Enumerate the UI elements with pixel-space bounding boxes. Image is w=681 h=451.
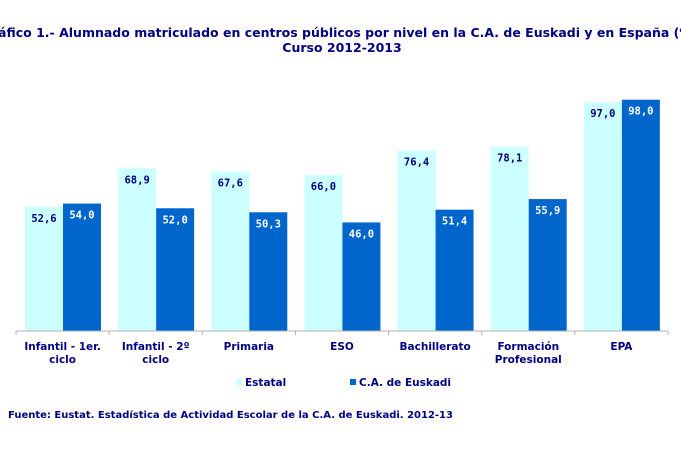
bar (490, 146, 529, 331)
bar (63, 203, 101, 331)
data-label: 98,0 (628, 106, 653, 118)
category-label: ciclo (142, 354, 169, 366)
chart-subtitle: Curso 2012-2013 (282, 40, 401, 55)
data-label: 51,4 (442, 216, 467, 228)
category-label: ESO (330, 341, 354, 353)
legend-swatch (350, 379, 356, 385)
bar (304, 175, 343, 331)
bar (342, 222, 381, 331)
data-label: 68,9 (124, 174, 149, 186)
category-label: Profesional (495, 354, 562, 366)
data-label: 66,0 (311, 181, 336, 193)
data-label: 54,0 (69, 210, 94, 222)
data-label: 78,1 (497, 153, 522, 165)
category-label: Infantil - 2º (122, 341, 190, 353)
legend-label: C.A. de Euskadi (359, 377, 451, 389)
category-label: Infantil - 1er. (24, 341, 101, 353)
data-label: 55,9 (535, 205, 560, 217)
category-label: EPA (610, 341, 633, 353)
bar (583, 102, 622, 331)
data-label: 67,6 (218, 177, 243, 189)
bar (25, 206, 63, 331)
bar (211, 171, 250, 331)
data-label: 52,0 (162, 214, 187, 226)
data-label: 97,0 (590, 108, 615, 120)
data-label: 52,6 (31, 213, 56, 225)
data-label: 76,4 (404, 157, 429, 169)
category-label: Primaria (224, 341, 274, 353)
category-label: Bachillerato (400, 341, 471, 353)
legend-label: Estatal (245, 377, 286, 389)
chart-title: Gráfico 1.- Alumnado matriculado en cent… (0, 25, 681, 40)
data-label: 46,0 (349, 228, 374, 240)
category-label: ciclo (49, 354, 76, 366)
bar (397, 150, 436, 331)
bar (621, 99, 660, 331)
bar (249, 212, 288, 331)
legend-swatch (236, 379, 242, 385)
category-label: Formación (497, 341, 559, 353)
bar (435, 209, 474, 331)
data-label: 50,3 (256, 218, 281, 230)
bar (118, 168, 157, 331)
bar (156, 208, 195, 331)
bar (528, 199, 567, 331)
source-note: Fuente: Eustat. Estadística de Actividad… (8, 409, 453, 421)
